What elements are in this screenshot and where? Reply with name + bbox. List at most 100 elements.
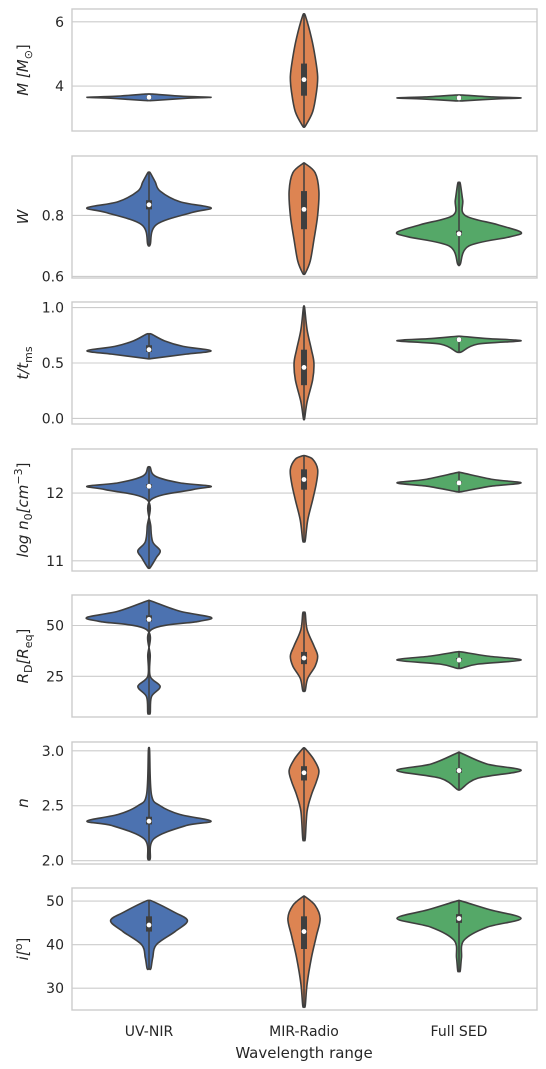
y-tick-label: 2.0 <box>42 854 64 870</box>
violin-W-mir-radio <box>288 162 320 276</box>
x-tick-label: UV-NIR <box>125 1024 174 1040</box>
y-label-part: log n <box>14 520 32 557</box>
y-tick-label: 0.5 <box>42 356 64 372</box>
violin-median-dot <box>456 768 462 773</box>
y-label-part: ] <box>14 938 32 944</box>
axes-frame <box>71 155 538 279</box>
violin-t-uv-nir <box>86 332 212 360</box>
y-tick-label: 12 <box>46 486 64 502</box>
x-tick-labels: UV-NIR MIR-Radio Full SED <box>125 1024 488 1040</box>
y-tick-label: 40 <box>46 938 64 954</box>
y-label-part: t/t <box>14 362 32 380</box>
y-axis-label-n0: log n0[cm−3] <box>12 463 35 558</box>
violin-i-full-sed <box>396 899 522 973</box>
y-label-part: ] <box>14 44 32 50</box>
y-label-part: D <box>22 664 35 672</box>
violin-median-dot <box>456 95 462 101</box>
panel-W: 0.6 0.8 W <box>14 155 538 285</box>
x-tick-label: Full SED <box>431 1024 488 1040</box>
y-axis-label-t: t/tms <box>14 346 35 380</box>
violin-median-dot <box>146 202 152 208</box>
y-label-part: ] <box>14 629 32 635</box>
y-axis-label-i: i[o] <box>12 938 32 961</box>
violin-W-uv-nir <box>86 171 212 247</box>
violin-M-uv-nir <box>86 93 212 102</box>
y-tick-label: 2.5 <box>42 799 64 815</box>
violin-M-full-sed <box>396 94 522 102</box>
y-label-part: n <box>14 798 32 808</box>
y-label-part: 0 <box>22 513 35 520</box>
y-tick-label: 25 <box>46 669 64 685</box>
y-label-part: ] <box>14 463 32 469</box>
y-label-part: W <box>14 208 32 224</box>
panel-M: 4 6 M [M⊙] <box>14 8 538 132</box>
y-label-part: [R <box>14 648 32 664</box>
violin-t-mir-radio <box>293 305 315 421</box>
y-tick-label: 50 <box>46 894 64 910</box>
y-axis-label-RD: RD[Req] <box>14 629 35 684</box>
violin-i-uv-nir <box>109 899 189 971</box>
violin-median-dot <box>301 77 307 83</box>
violin-median-dot <box>456 916 462 921</box>
violin-median-dot <box>146 347 152 353</box>
violin-n-mir-radio <box>288 746 320 842</box>
y-axis-label-W: W <box>14 208 32 224</box>
x-tick-label: MIR-Radio <box>269 1024 339 1040</box>
violin-n-full-sed <box>396 751 522 791</box>
violin-median-dot <box>146 922 152 928</box>
y-label-part: −3 <box>12 468 25 484</box>
violin-t-full-sed <box>396 335 522 354</box>
violin-W-full-sed <box>395 181 523 267</box>
y-axis-label-n: n <box>14 798 32 808</box>
violin-median-dot <box>456 480 462 486</box>
y-label-part: ⊙ <box>22 50 35 59</box>
panel-n0: 11 12 log n0[cm−3] <box>12 448 538 572</box>
y-tick-label: 1.0 <box>42 301 64 317</box>
violin-median-dot <box>301 206 307 212</box>
axes-frame <box>71 301 538 425</box>
violin-RD-full-sed <box>396 650 522 670</box>
violin-median-dot <box>146 483 152 489</box>
violin-RD-uv-nir <box>85 599 213 715</box>
violin-RD-mir-radio <box>289 611 319 693</box>
y-label-part: R <box>14 673 32 683</box>
violin-median-dot <box>146 617 152 622</box>
violin-i-mir-radio <box>287 895 321 1009</box>
panel-t: 0.0 0.5 1.0 t/tms <box>14 301 538 427</box>
y-tick-label: 6 <box>55 15 64 31</box>
violin-n0-full-sed <box>396 471 522 493</box>
panel-i: 30 40 50 i[o] <box>12 887 538 1011</box>
panel-n: 2.0 2.5 3.0 n <box>14 741 538 870</box>
y-label-part: [cm <box>14 485 32 514</box>
y-label-part: ms <box>22 346 35 363</box>
y-label-part: i[ <box>14 949 32 960</box>
y-tick-label: 50 <box>46 619 64 635</box>
violin-median-dot <box>301 477 307 482</box>
violin-median-dot <box>146 818 152 824</box>
y-tick-label: 3.0 <box>42 744 64 760</box>
panel-RD: 25 50 RD[Req] <box>14 594 538 718</box>
violin-median-dot <box>301 365 307 370</box>
y-tick-label: 0.6 <box>42 269 64 285</box>
violin-median-dot <box>146 94 152 100</box>
y-label-part: eq <box>22 634 35 648</box>
axes-frame <box>71 594 538 718</box>
violin-median-dot <box>456 231 462 237</box>
y-label-part: M [M <box>14 59 32 96</box>
axes-frame <box>71 887 538 1011</box>
violin-median-dot <box>301 655 307 661</box>
y-tick-label: 11 <box>46 554 64 570</box>
violin-n0-uv-nir <box>85 465 213 570</box>
y-tick-label: 0.8 <box>42 208 64 224</box>
violin-median-dot <box>301 929 307 934</box>
y-axis-label-M: M [M⊙] <box>14 44 35 96</box>
y-label-part: o <box>12 943 25 950</box>
axes-frame <box>71 448 538 572</box>
violin-n0-mir-radio <box>289 454 319 543</box>
violin-M-mir-radio <box>289 12 319 129</box>
violin-median-dot <box>456 337 462 343</box>
axes-frame <box>71 741 538 865</box>
x-axis-label: Wavelength range <box>235 1044 372 1062</box>
